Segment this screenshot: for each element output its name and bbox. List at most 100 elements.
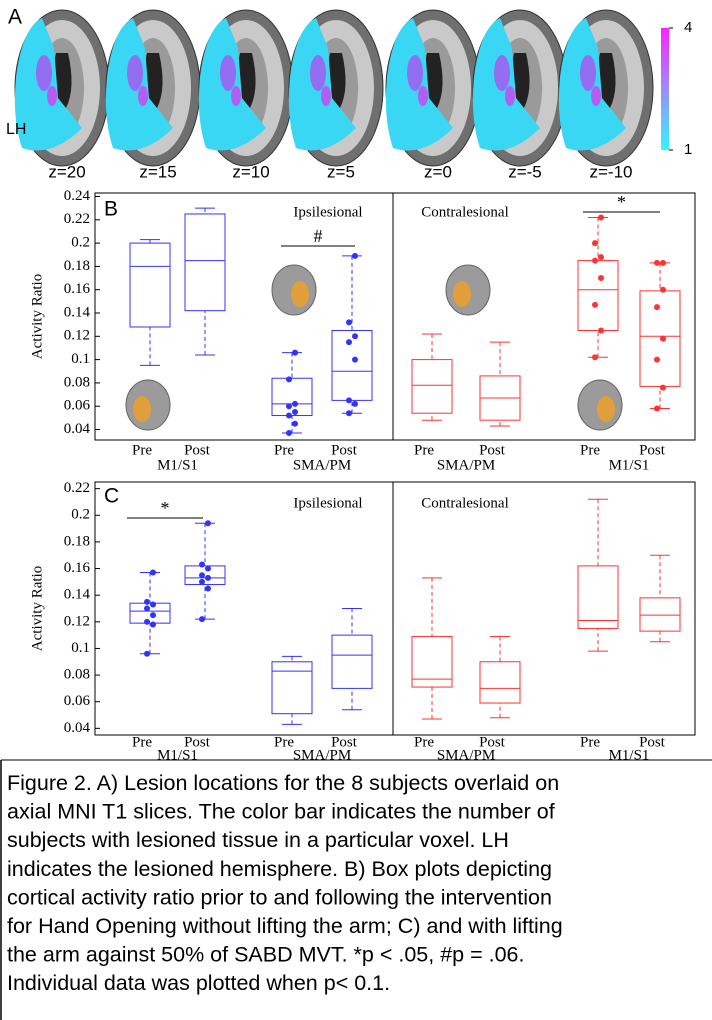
lesion-overlap <box>231 86 241 106</box>
caption-line: indicates the lesioned hemisphere. B) Bo… <box>7 857 552 881</box>
y-tick-label: 0.12 <box>64 328 90 344</box>
data-point <box>150 612 156 619</box>
section-label: Ipsilesional <box>293 495 362 511</box>
y-tick-label: 0.04 <box>64 421 91 437</box>
group-label: M1/S1 <box>157 457 198 473</box>
lesion-overlap <box>321 86 331 106</box>
section-label: Contralesional <box>421 495 508 511</box>
y-axis-label: Activity Ratio <box>29 566 45 651</box>
data-point <box>346 339 352 346</box>
box <box>184 213 226 312</box>
panel-label: A <box>8 6 22 29</box>
x-tick-label: Post <box>184 734 211 750</box>
x-tick-label: Pre <box>132 734 152 750</box>
plot-frame <box>94 481 696 736</box>
y-tick-label: 0.12 <box>64 613 90 629</box>
x-tick-label: Post <box>331 442 358 458</box>
lesion-overlap <box>36 55 52 91</box>
lesion-overlap <box>407 55 423 91</box>
x-tick-label: Pre <box>274 734 294 750</box>
caption-line: cortical activity ratio prior to and fol… <box>7 885 552 909</box>
lesion-overlap <box>418 86 428 106</box>
section-label: Contralesional <box>421 204 508 220</box>
data-point <box>292 400 298 407</box>
data-point <box>598 214 604 221</box>
y-tick-label: 0.24 <box>64 188 91 204</box>
y-tick-label: 0.18 <box>64 258 90 274</box>
significance-label: * <box>617 192 626 212</box>
data-point <box>205 574 211 581</box>
y-tick-label: 0.2 <box>71 235 90 251</box>
panel-label: C <box>104 485 119 508</box>
caption-line: Figure 2. A) Lesion locations for the 8 … <box>7 771 559 795</box>
lesion-overlap <box>505 86 515 106</box>
caption-line: Individual data was plotted when p< 0.1. <box>7 971 390 995</box>
data-point <box>598 327 604 334</box>
slice-label: z=20 <box>48 162 85 181</box>
slice-label: z=-5 <box>508 162 542 181</box>
brain-slice <box>14 9 110 167</box>
y-tick-label: 0.08 <box>64 374 90 390</box>
data-point <box>286 403 292 410</box>
lesion-overlap <box>580 55 596 91</box>
lesion-overlap <box>127 55 143 91</box>
box <box>411 635 453 688</box>
data-point <box>352 252 358 259</box>
data-point <box>292 349 298 356</box>
group-label: M1/S1 <box>157 747 198 763</box>
lesion-overlap <box>494 55 510 91</box>
box <box>639 597 681 632</box>
slice-label: z=0 <box>424 162 452 181</box>
data-point <box>654 259 660 266</box>
x-tick-label: Pre <box>580 442 600 458</box>
data-point <box>592 354 598 361</box>
y-axis-label: Activity Ratio <box>29 274 45 359</box>
y-tick-label: 0.16 <box>64 281 91 297</box>
data-point <box>150 621 156 628</box>
y-tick-label: 0.18 <box>64 533 90 549</box>
slice-label: z=10 <box>232 162 269 181</box>
caption-line: for Hand Opening without lifting the arm… <box>7 914 563 938</box>
data-point <box>144 650 150 657</box>
data-point <box>199 616 205 623</box>
y-tick-label: 0.04 <box>64 720 91 736</box>
lesion-overlap <box>220 55 236 91</box>
box <box>639 290 681 387</box>
y-tick-label: 0.2 <box>71 507 90 523</box>
data-point <box>286 376 292 383</box>
caption-line: the arm against 50% of SABD MVT. *p < .0… <box>7 943 524 967</box>
slice-label: z=-10 <box>590 162 633 181</box>
x-tick-label: Post <box>639 442 666 458</box>
data-point <box>144 605 150 612</box>
data-point <box>205 520 211 527</box>
y-tick-label: 0.1 <box>71 640 90 656</box>
y-tick-label: 0.08 <box>64 667 90 683</box>
box <box>129 242 171 328</box>
brain-slice <box>472 9 568 167</box>
group-label: M1/S1 <box>609 457 650 473</box>
data-point <box>199 561 205 568</box>
box <box>331 634 373 689</box>
data-point <box>292 409 298 416</box>
box <box>184 565 226 586</box>
lesion-overlap <box>591 86 601 106</box>
data-point <box>199 578 205 585</box>
x-tick-label: Pre <box>580 734 600 750</box>
data-point <box>144 598 150 605</box>
brain-inset-activity <box>133 396 151 422</box>
y-tick-label: 0.06 <box>64 693 91 709</box>
group-label: SMA/PM <box>293 747 351 763</box>
lesion-overlap <box>47 86 57 106</box>
data-point <box>598 275 604 282</box>
group-label: SMA/PM <box>293 457 351 473</box>
x-tick-label: Post <box>184 442 211 458</box>
data-point <box>144 618 150 625</box>
data-point <box>286 412 292 419</box>
brain-slice <box>198 9 294 167</box>
group-label: M1/S1 <box>609 747 650 763</box>
data-point <box>592 240 598 247</box>
group-label: SMA/PM <box>437 457 495 473</box>
brain-slice <box>288 9 384 167</box>
x-tick-label: Pre <box>132 442 152 458</box>
data-point <box>346 410 352 417</box>
